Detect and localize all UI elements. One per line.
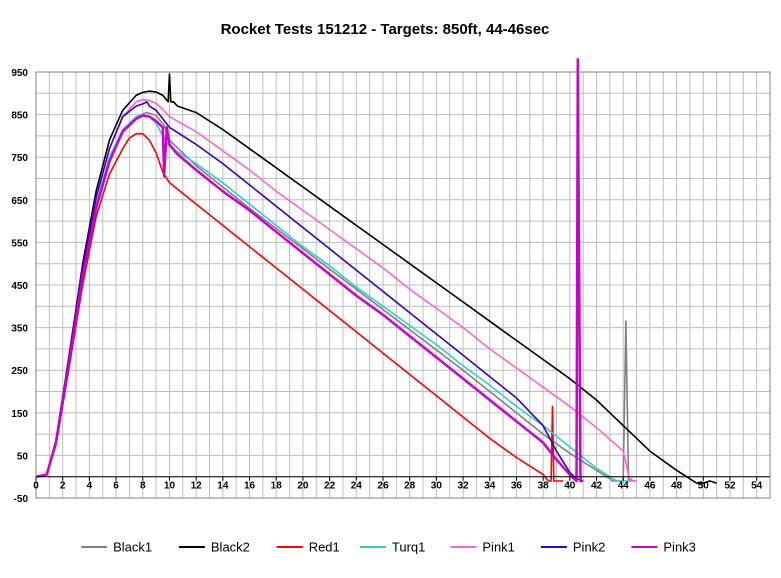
x-tick-label: 36 <box>511 481 523 492</box>
legend-label: Pink3 <box>663 540 696 555</box>
legend-label: Pink1 <box>482 540 515 555</box>
plot-border <box>35 71 771 499</box>
x-tick-label: 34 <box>484 481 496 492</box>
x-tick-label: 22 <box>324 481 336 492</box>
legend-label: Red1 <box>309 540 340 555</box>
y-tick-label: 950 <box>11 68 28 79</box>
x-tick-label: 24 <box>351 481 363 492</box>
x-tick-label: 48 <box>671 481 683 492</box>
plot-axes <box>35 71 771 499</box>
x-tick-label: 16 <box>244 481 256 492</box>
x-tick-label: 14 <box>217 481 229 492</box>
y-tick-label: 50 <box>17 451 29 462</box>
legend-label: Pink2 <box>573 540 606 555</box>
y-tick-label: -50 <box>14 494 29 505</box>
y-tick-label: 450 <box>11 281 28 292</box>
legend-item-black2: Black2 <box>178 540 250 555</box>
legend-item-pink3: Pink3 <box>631 540 696 555</box>
legend-item-black1: Black1 <box>81 540 152 555</box>
series-line-pink2 <box>35 101 584 482</box>
tick-labels: 0 2 4 6 8 10 12 14 16 18 20 22 24 26 28 30 32 34 36 38 40 42 4… <box>11 68 762 505</box>
x-tick-label: 6 <box>113 481 119 492</box>
y-tick-label: 550 <box>11 238 28 249</box>
y-tick-label: 850 <box>11 111 28 122</box>
x-tick-label: 32 <box>457 481 469 492</box>
y-tick-label: 750 <box>11 153 28 164</box>
x-tick-label: 40 <box>564 481 576 492</box>
chart-title: Rocket Tests 151212 - Targets: 850ft, 44… <box>221 21 550 38</box>
legend-label: Black1 <box>113 540 152 555</box>
x-tick-label: 20 <box>297 481 309 492</box>
legend-item-red1: Red1 <box>276 540 340 555</box>
x-tick-label: 12 <box>191 481 203 492</box>
series-line-black2 <box>35 73 717 484</box>
x-tick-label: 44 <box>618 481 630 492</box>
y-tick-label: 650 <box>11 196 28 207</box>
x-tick-label: 54 <box>751 481 763 492</box>
legend-item-pink2: Pink2 <box>540 540 606 555</box>
legend-label: Black2 <box>211 540 250 555</box>
x-tick-label: 18 <box>271 481 283 492</box>
x-tick-label: 26 <box>377 481 389 492</box>
x-tick-label: 0 <box>33 481 39 492</box>
x-tick-label: 4 <box>87 481 93 492</box>
x-tick-label: 8 <box>140 481 146 492</box>
x-tick-label: 50 <box>698 481 710 492</box>
series-line-pink3 <box>35 57 584 483</box>
x-tick-label: 52 <box>724 481 736 492</box>
legend-item-turq1: Turq1 <box>359 540 425 555</box>
y-tick-label: 150 <box>11 409 28 420</box>
legend-item-pink1: Pink1 <box>450 540 515 555</box>
y-tick-label: 350 <box>11 324 28 335</box>
x-tick-label: 42 <box>591 481 603 492</box>
x-tick-label: 10 <box>164 481 176 492</box>
x-tick-label: 30 <box>431 481 443 492</box>
legend: Black1 Black2 Red1 Turq1 Pink1 Pink2 Pink3 <box>81 540 696 555</box>
x-tick-label: 38 <box>538 481 550 492</box>
legend-label: Turq1 <box>392 540 425 555</box>
y-tick-label: 250 <box>11 366 28 377</box>
x-tick-label: 46 <box>644 481 656 492</box>
x-tick-label: 2 <box>60 481 66 492</box>
x-tick-label: 28 <box>404 481 416 492</box>
